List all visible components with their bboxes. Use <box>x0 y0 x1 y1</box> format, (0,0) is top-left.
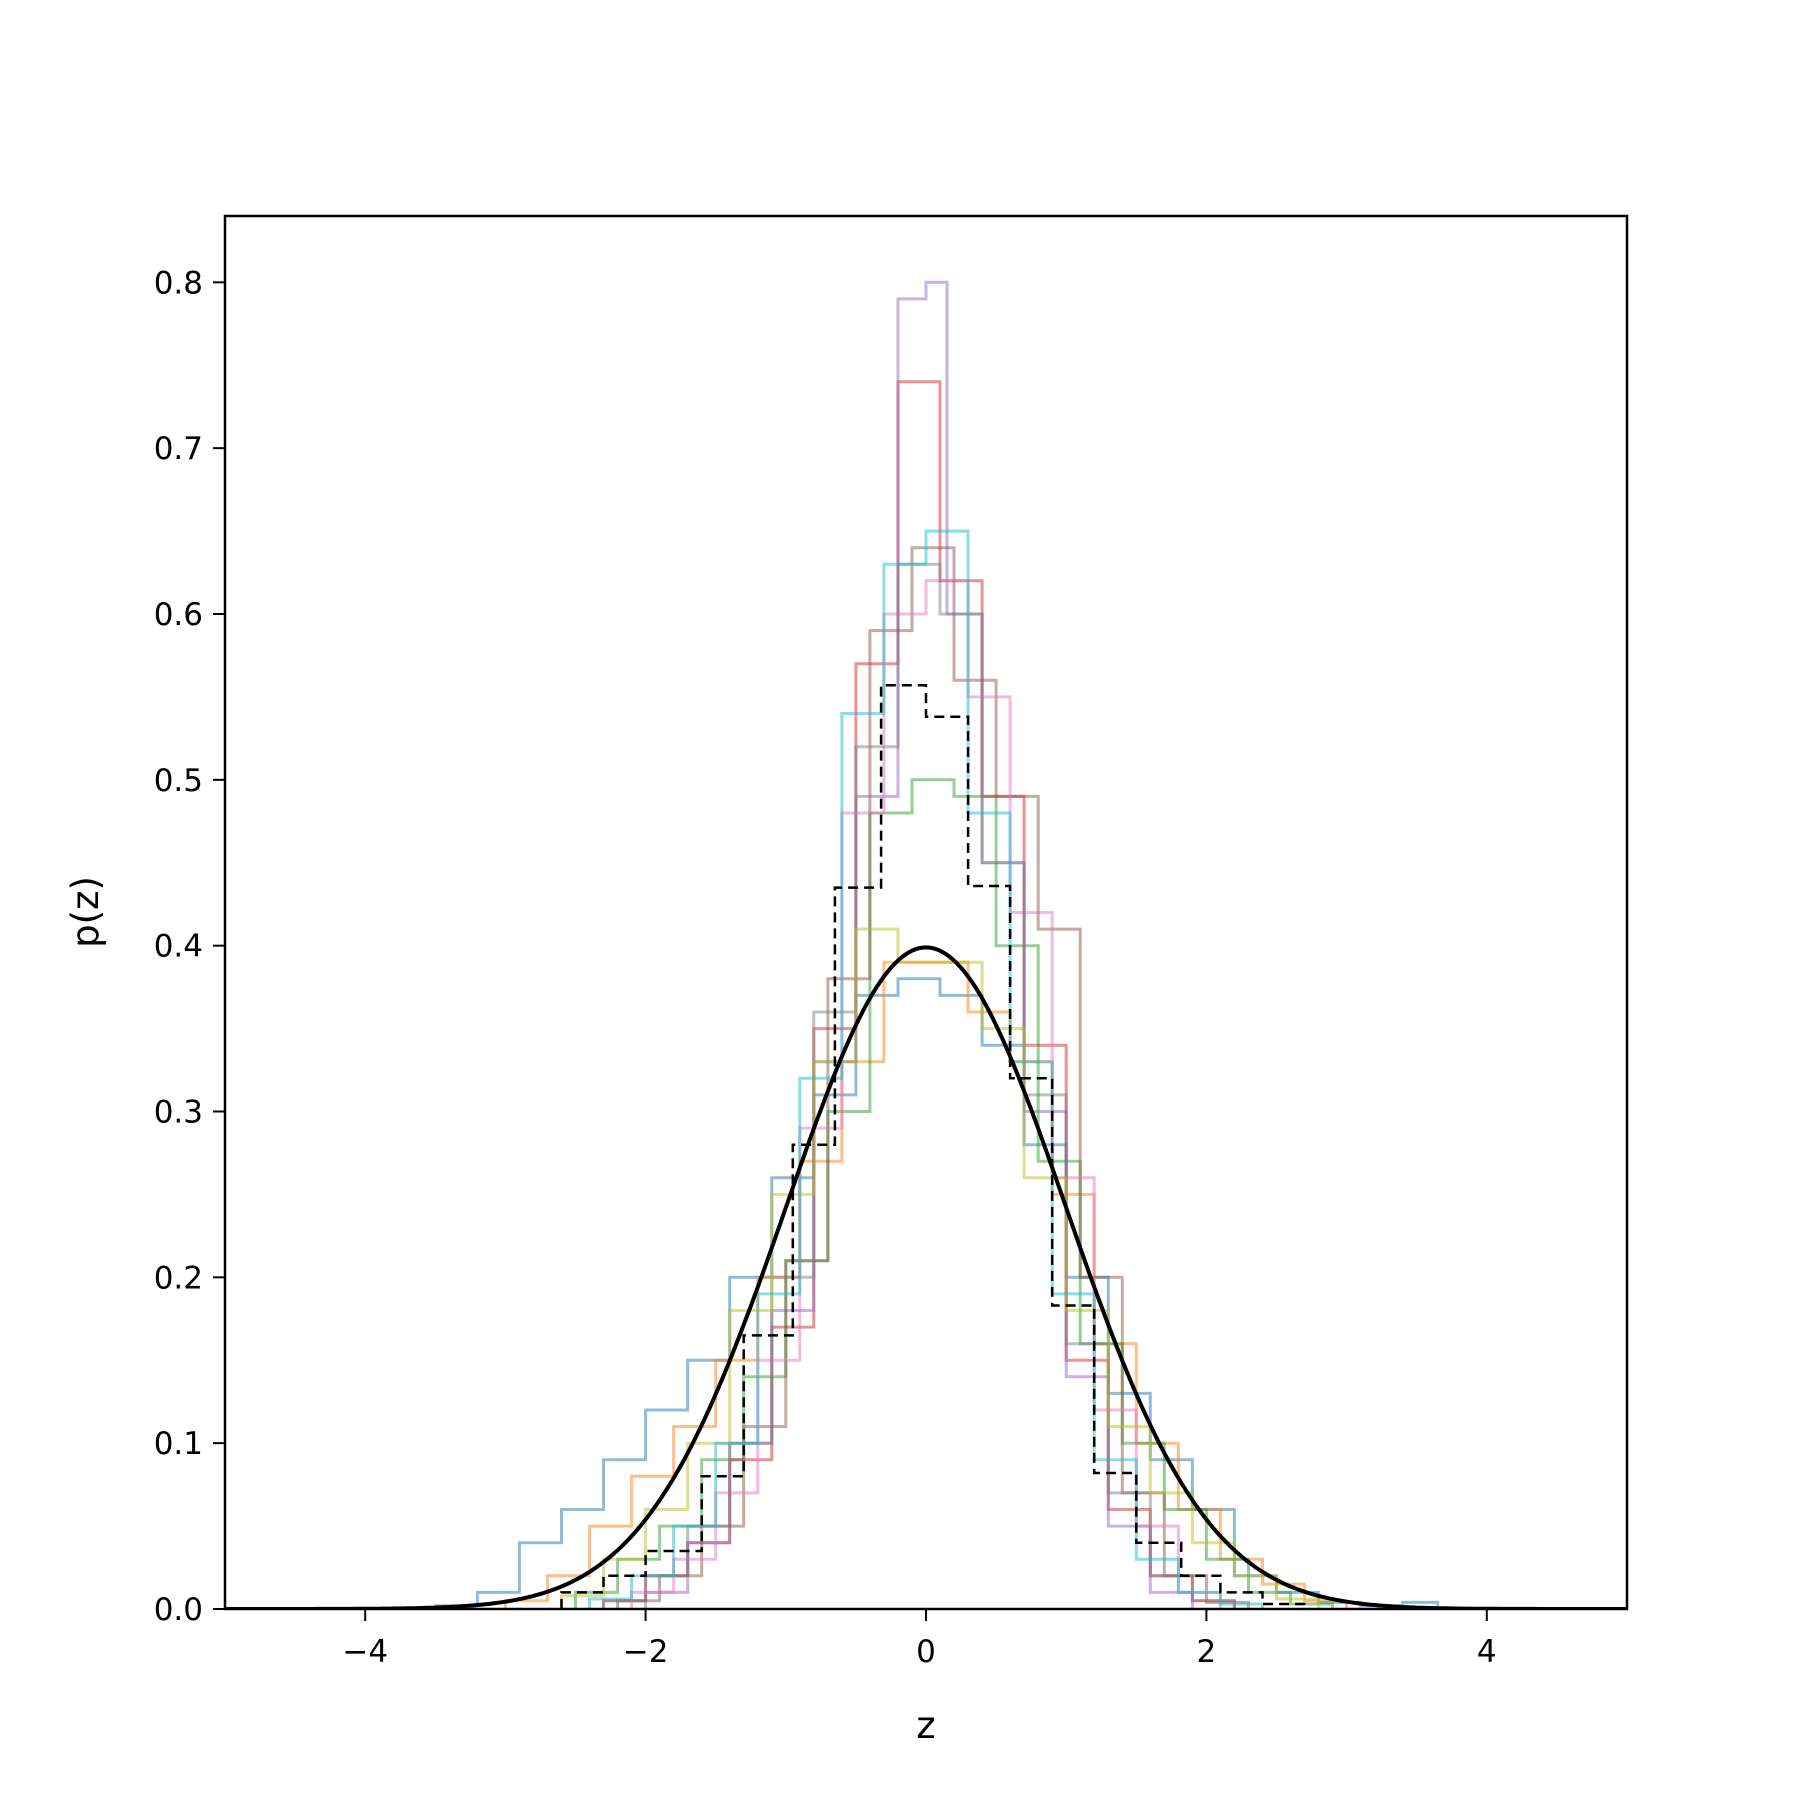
histogram-layer <box>433 280 1440 1609</box>
y-axis: 0.0 0.1 0.2 0.3 0.4 0.5 0.6 0.7 0.8 <box>154 265 225 1628</box>
y-tick-label: 0.3 <box>154 1095 203 1131</box>
histogram-series-4 <box>602 380 1236 1609</box>
plot-area <box>223 214 1629 1611</box>
dashed-histogram-layer <box>560 684 1306 1609</box>
x-axis-label: z <box>916 1704 935 1747</box>
histogram-series-7 <box>630 579 1222 1609</box>
y-tick-label: 0.4 <box>154 929 203 965</box>
dashed-histogram <box>560 684 1306 1609</box>
histogram-series-6 <box>616 546 1250 1609</box>
y-axis-label: p(z) <box>64 876 107 948</box>
axes-frame <box>223 214 1629 1611</box>
histogram-series-8 <box>602 562 1236 1609</box>
y-tick-label: 0.0 <box>154 1592 203 1628</box>
histogram-series-2 <box>503 960 1349 1609</box>
x-tick-label: −4 <box>342 1634 388 1670</box>
y-tick-label: 0.1 <box>154 1426 203 1462</box>
y-tick-label: 0.7 <box>154 431 203 467</box>
y-tick-label: 0.2 <box>154 1260 203 1296</box>
density-curve-layer <box>225 945 1627 1609</box>
y-tick-label: 0.8 <box>154 265 203 301</box>
histogram-series-10 <box>588 529 1264 1609</box>
y-tick-label: 0.5 <box>154 763 203 799</box>
y-tick-label: 0.6 <box>154 597 203 633</box>
x-tick-label: −2 <box>623 1634 669 1670</box>
normal-density-curve <box>225 945 1627 1609</box>
x-tick-label: 4 <box>1477 1634 1497 1670</box>
x-tick-label: 0 <box>916 1634 936 1670</box>
x-tick-label: 2 <box>1197 1634 1217 1670</box>
histogram-series-1 <box>433 977 1440 1609</box>
histogram-series-3 <box>574 778 1335 1609</box>
x-axis: −4 −2 0 2 4 <box>342 1609 1497 1670</box>
histogram-series-9 <box>560 927 1321 1609</box>
